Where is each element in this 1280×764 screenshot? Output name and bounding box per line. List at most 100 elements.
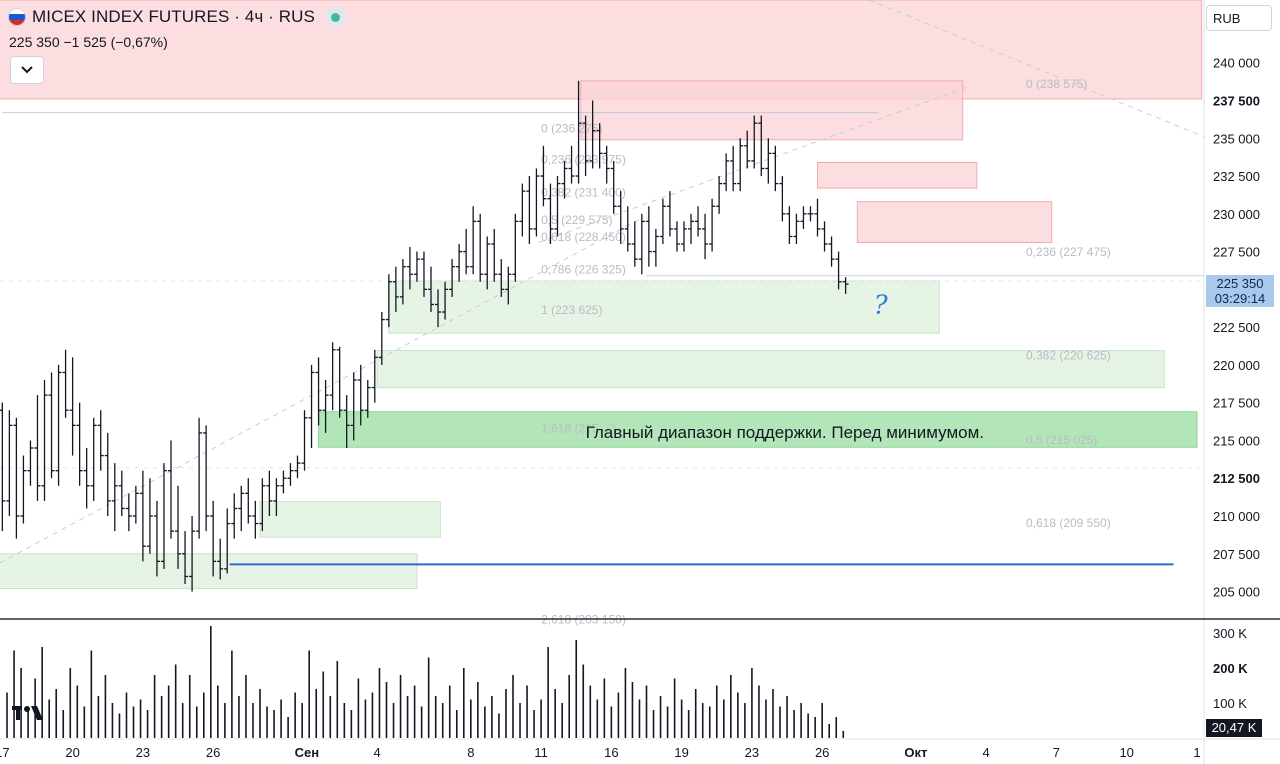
ohlc-bar	[442, 281, 449, 320]
support-zone	[0, 553, 418, 590]
ohlc-bar	[301, 410, 308, 471]
ohlc-bar	[435, 289, 442, 328]
fib-level-label: 0,382 (220 625)	[1026, 348, 1111, 362]
ohlc-bar	[835, 251, 842, 290]
ohlc-bar	[561, 160, 568, 199]
fib-level-label: 0,618 (209 550)	[1026, 516, 1111, 530]
price-axis-label: 235 000	[1213, 131, 1260, 146]
ohlc-bar	[111, 463, 118, 532]
time-axis-label: 11	[534, 745, 548, 760]
time-axis-label: 4	[983, 745, 990, 760]
ohlc-bar	[702, 213, 709, 260]
ohlc-bar	[723, 153, 730, 192]
ohlc-bar	[55, 364, 62, 486]
price-axis-label: 212 500	[1213, 471, 1260, 486]
ohlc-bar	[132, 485, 139, 524]
price-axis-label: 220 000	[1213, 358, 1260, 373]
ohlc-bar	[287, 463, 294, 486]
ohlc-bar	[786, 206, 793, 245]
ohlc-bar	[624, 206, 631, 252]
ohlc-bar	[322, 380, 329, 433]
ohlc-bar	[76, 402, 83, 486]
price-axis-label: 215 000	[1213, 433, 1260, 448]
ohlc-bar	[160, 463, 167, 569]
ohlc-bar	[610, 160, 617, 214]
ohlc-bar	[27, 440, 34, 486]
time-axis-label: 16	[604, 745, 618, 760]
ohlc-bar	[371, 349, 378, 403]
ohlc-bar	[41, 380, 48, 501]
ohlc-bar	[406, 247, 413, 290]
price-axis-label: 227 500	[1213, 245, 1260, 260]
ohlc-bar	[125, 493, 132, 532]
ohlc-bar	[744, 130, 751, 169]
ohlc-bar	[666, 191, 673, 237]
currency-selector[interactable]: RUB	[1206, 5, 1272, 31]
ohlc-bar	[673, 221, 680, 252]
time-axis-label: 23	[745, 745, 759, 760]
ohlc-bar	[231, 493, 238, 539]
time-axis-label: 26	[815, 745, 829, 760]
ohlc-bar	[779, 176, 786, 222]
ohlc-bar	[652, 228, 659, 267]
ohlc-bar	[90, 417, 97, 501]
question-mark-annotation: ?	[874, 291, 889, 321]
ohlc-bar	[385, 274, 392, 328]
price-axis-label: 217 500	[1213, 396, 1260, 411]
fib-level-label: 0,786 (226 325)	[541, 262, 626, 276]
volume-axis-label: 300 K	[1213, 626, 1247, 641]
ohlc-bar	[463, 228, 470, 275]
ohlc-bar	[118, 470, 125, 517]
symbol-header[interactable]: MICEX INDEX FUTURES · 4ч · RUS	[8, 6, 347, 28]
ohlc-bar	[189, 516, 196, 592]
ohlc-bar	[484, 236, 491, 290]
ohlc-bar	[617, 191, 624, 245]
ohlc-bar	[603, 145, 610, 184]
price-axis-label: 210 000	[1213, 509, 1260, 524]
collapse-legend-button[interactable]	[10, 56, 44, 84]
volume-axis-label: 100 K	[1213, 696, 1247, 711]
market-status-indicator[interactable]	[324, 6, 347, 28]
resistance-zone	[856, 201, 1053, 244]
ohlc-bar	[280, 470, 287, 494]
ohlc-bar	[428, 266, 435, 313]
resistance-zone	[817, 161, 978, 189]
ohlc-bar	[329, 342, 336, 411]
ohlc-bars	[0, 80, 849, 592]
last-price-value: 225 350	[1216, 276, 1264, 291]
ohlc-bar	[814, 198, 821, 237]
ohlc-bar	[238, 485, 245, 532]
ohlc-bar	[139, 470, 146, 562]
ohlc-bar	[252, 500, 259, 539]
ohlc-bar	[217, 538, 224, 580]
time-axis-label: Окт	[904, 745, 927, 760]
ohlc-bar	[420, 251, 427, 297]
last-price-tag: 225 350 03:29:14	[1206, 275, 1274, 307]
quote-line: 225 350 −1 525 (−0,67%)	[9, 34, 168, 50]
time-axis-label: 7	[1053, 745, 1060, 760]
ohlc-bar	[336, 346, 343, 418]
ohlc-bar	[315, 357, 322, 426]
trend-guide-line	[538, 84, 973, 243]
volume-axis-label: 200 K	[1213, 661, 1248, 676]
fib-level-label: 0,382 (231 400)	[541, 186, 626, 200]
ohlc-bar	[378, 312, 385, 365]
ohlc-bar	[308, 364, 315, 449]
price-axis-label: 237 500	[1213, 93, 1260, 108]
fib-level-label: 0 (238 575)	[1026, 77, 1087, 91]
price-axis-label: 230 000	[1213, 207, 1260, 222]
price-axis-label: 240 000	[1213, 56, 1260, 71]
time-axis-label: 20	[65, 745, 79, 760]
ohlc-bar	[245, 478, 252, 524]
ohlc-bar	[498, 259, 505, 297]
fib-level-label: 1,618 (215 ...)	[541, 422, 616, 436]
bar-countdown: 03:29:14	[1214, 291, 1266, 306]
fib-level-label: 0,236 (227 475)	[1026, 245, 1111, 259]
tradingview-logo-icon[interactable]	[10, 704, 46, 727]
ohlc-bar	[758, 115, 765, 177]
support-zone	[388, 280, 940, 334]
fib-level-label: 1 (223 625)	[541, 303, 602, 317]
support-zone	[376, 350, 1165, 389]
ohlc-bar	[772, 145, 779, 192]
